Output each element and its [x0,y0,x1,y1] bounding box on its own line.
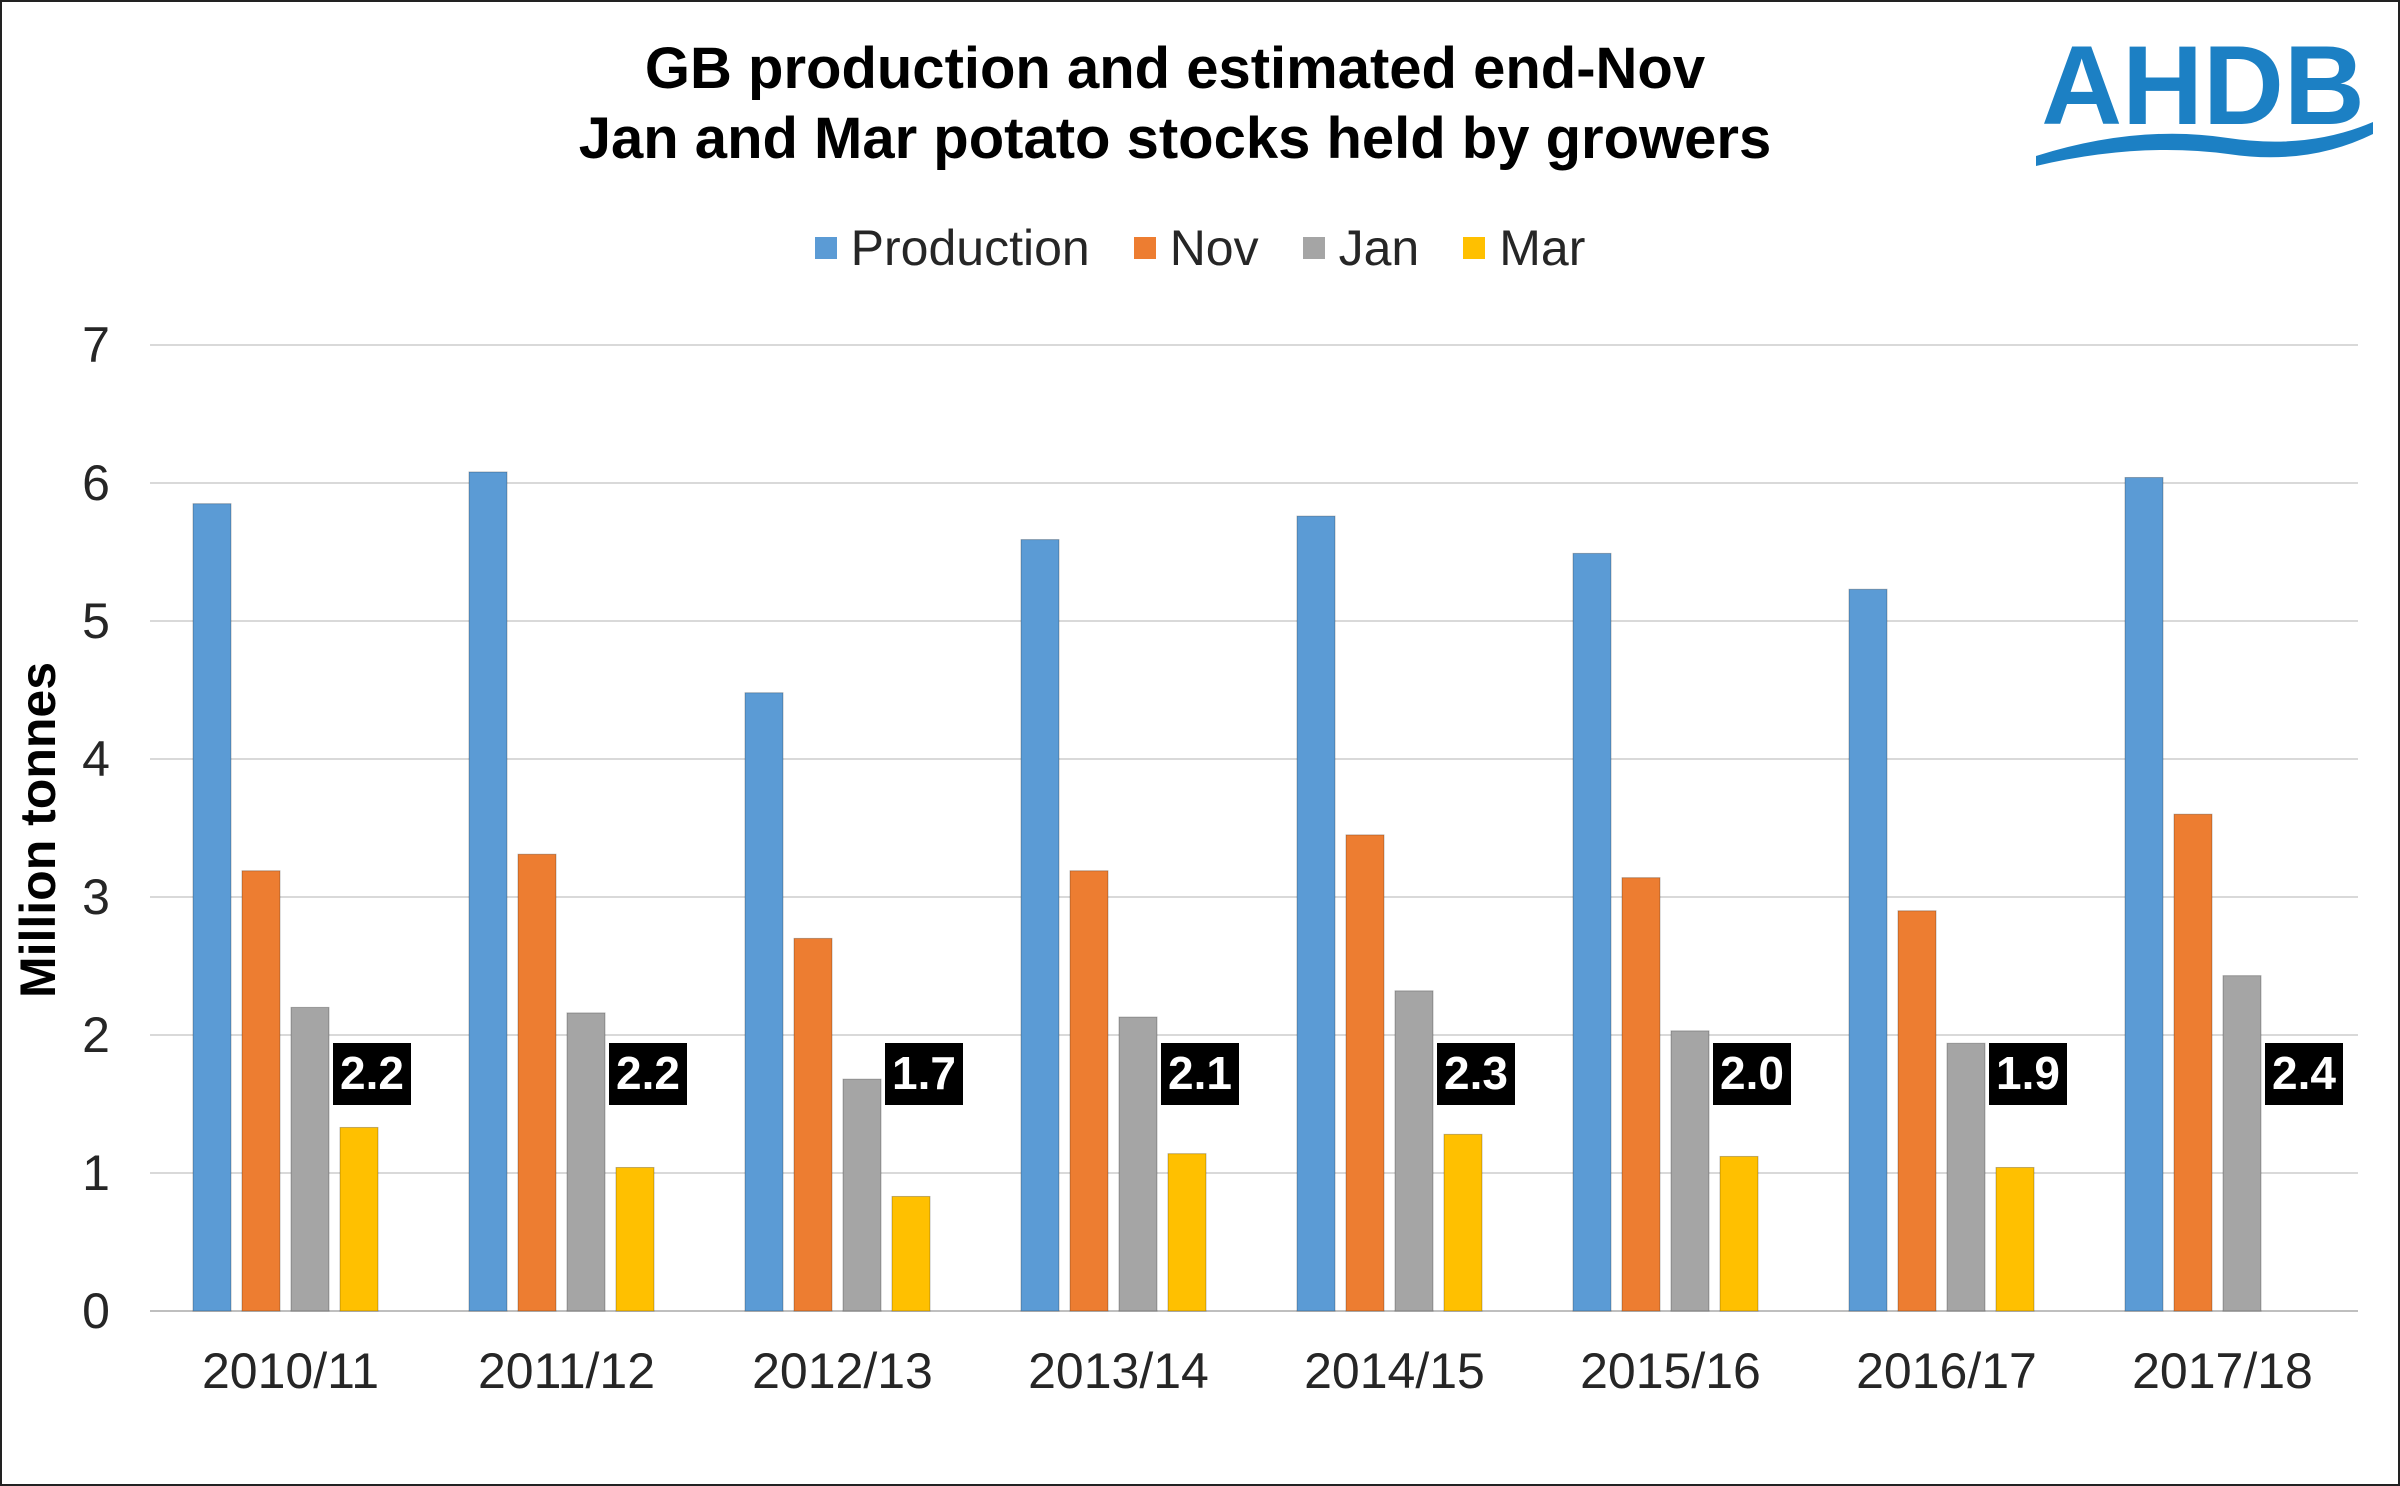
bar-jan [842,1078,882,1312]
ahdb-logo-graphic: AHDB [2036,23,2373,166]
chart-title: GB production and estimated end-Nov Jan … [310,34,2040,174]
bar-mar [1995,1166,2035,1312]
x-tick-label: 2011/12 [478,1343,655,1399]
y-tick-label: 6 [82,455,110,511]
bar-nov [241,870,281,1312]
y-tick-label: 2 [82,1007,110,1063]
y-tick-label: 5 [82,593,110,649]
bar-mar [339,1126,379,1312]
y-tick-label: 1 [82,1145,110,1201]
logo-text: AHDB [2041,26,2365,148]
bar-jan [1946,1042,1986,1312]
annotation-box [609,1043,687,1105]
x-tick-label: 2013/14 [1028,1343,1209,1399]
bar-jan [1670,1030,1710,1312]
y-tick-label: 3 [82,869,110,925]
annotation-box [2265,1043,2343,1105]
annotation-box [1161,1043,1239,1105]
y-tick-label: 4 [82,731,110,787]
chart-title-line-1: GB production and estimated end-Nov [644,36,1706,101]
bar-production [1848,588,1888,1312]
bar-mar [615,1166,655,1312]
annotation-label: 1.7 [892,1047,956,1099]
bar-nov [517,853,557,1312]
ahdb-logo: AHDB [2028,23,2378,176]
legend: Production Nov Jan Mar [0,218,2400,278]
bar-nov [793,937,833,1312]
legend-swatch-production [814,237,837,259]
y-tick-label: 0 [82,1283,110,1339]
legend-swatch-mar [1463,237,1486,259]
bar-mar [1443,1133,1483,1312]
bar-jan [290,1006,330,1312]
bar-nov [1897,910,1937,1312]
bar-production [1572,552,1612,1312]
bar-production [1020,539,1060,1312]
bar-jan [1394,990,1434,1312]
annotation-label: 2.0 [1720,1047,1784,1099]
x-tick-label: 2010/11 [202,1343,379,1399]
legend-item-production: Production [814,219,1090,277]
bar-jan [566,1012,606,1312]
annotation-label: 2.2 [340,1047,404,1099]
annotation-label: 1.9 [1996,1047,2060,1099]
bar-nov [2173,813,2213,1312]
x-tick-label: 2014/15 [1304,1343,1485,1399]
bar-mar [891,1195,931,1312]
bar-production [744,692,784,1312]
x-tick-label: 2016/17 [1856,1343,2037,1399]
legend-swatch-jan [1302,237,1325,259]
logo-wave [2036,122,2373,166]
annotation-box [1989,1043,2067,1105]
legend-label-production: Production [850,220,1090,276]
bar-production [192,503,232,1312]
legend-item-mar: Mar [1463,219,1585,277]
annotation-box [1713,1043,1791,1105]
annotation-label: 2.2 [616,1047,680,1099]
bar-mar [1167,1153,1207,1312]
annotation-label: 2.3 [1444,1047,1508,1099]
legend-item-jan: Jan [1302,219,1420,277]
x-tick-label: 2015/16 [1580,1343,1761,1399]
x-tick-label: 2017/18 [2132,1343,2313,1399]
annotation-label: 2.1 [1168,1047,1232,1099]
legend-label-nov: Nov [1169,220,1259,276]
bar-nov [1069,870,1109,1312]
legend-swatch-nov [1133,237,1156,259]
annotation-box [1437,1043,1515,1105]
bar-jan [2222,975,2262,1312]
legend-item-nov: Nov [1133,219,1259,277]
bar-production [1296,515,1336,1312]
legend-label-mar: Mar [1499,220,1586,276]
annotation-label: 2.4 [2272,1047,2336,1099]
x-tick-label: 2012/13 [752,1343,933,1399]
bar-production [468,471,508,1312]
chart-title-line-2: Jan and Mar potato stocks held by grower… [578,106,1772,171]
annotation-box [885,1043,963,1105]
legend-label-jan: Jan [1338,220,1420,276]
bar-production [2124,476,2164,1312]
annotation-box [333,1043,411,1105]
y-tick-label: 7 [82,317,110,373]
bar-nov [1345,834,1385,1312]
bar-jan [1118,1016,1158,1312]
bar-nov [1621,877,1661,1312]
bar-mar [1719,1155,1759,1312]
